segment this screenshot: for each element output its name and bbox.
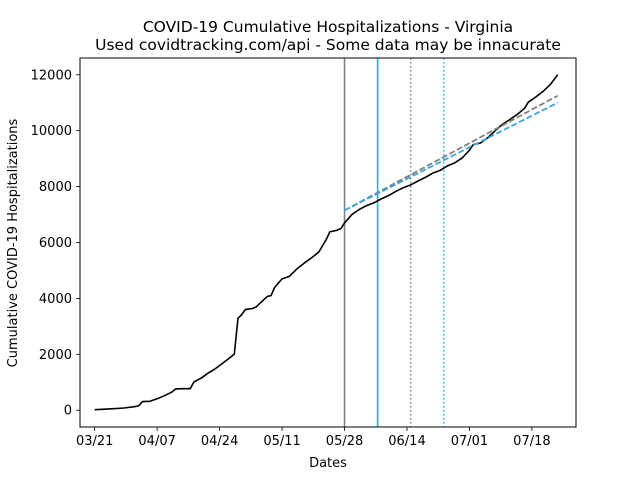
y-tick-label: 12000: [31, 68, 72, 83]
y-tick-label: 6000: [39, 236, 72, 251]
plot-frame: [79, 57, 577, 428]
plot-content: [94, 58, 559, 427]
y-axis: 0 2000 4000 6000 8000 10000 12000: [31, 68, 80, 419]
y-tick-label: 2000: [39, 348, 72, 363]
x-axis: 03/21 04/07 04/24 05/11 05/28 06/14 07/01 07/18: [76, 427, 551, 449]
x-tick-label: 05/11: [263, 434, 300, 449]
y-tick-label: 8000: [39, 180, 72, 195]
actual-series-line: [94, 74, 559, 411]
y-axis-label: Cumulative COVID-19 Hospitalizations: [6, 118, 21, 367]
y-tick-label: 4000: [39, 292, 72, 307]
chart-title: COVID-19 Cumulative Hospitalizations - V…: [143, 18, 513, 36]
chart-subtitle: Used covidtracking.com/api - Some data m…: [95, 36, 561, 54]
x-tick-label: 06/14: [388, 434, 425, 449]
x-tick-label: 04/07: [138, 434, 175, 449]
x-tick-label: 05/28: [326, 434, 363, 449]
projection-line-2: [344, 101, 559, 212]
x-tick-label: 03/21: [76, 434, 113, 449]
y-tick-label: 10000: [31, 124, 72, 139]
y-tick-label: 0: [64, 404, 72, 419]
projection-line-1: [344, 94, 559, 212]
x-tick-label: 07/01: [451, 434, 488, 449]
x-tick-label: 04/24: [201, 434, 238, 449]
x-axis-label: Dates: [309, 456, 347, 471]
x-tick-label: 07/18: [513, 434, 550, 449]
